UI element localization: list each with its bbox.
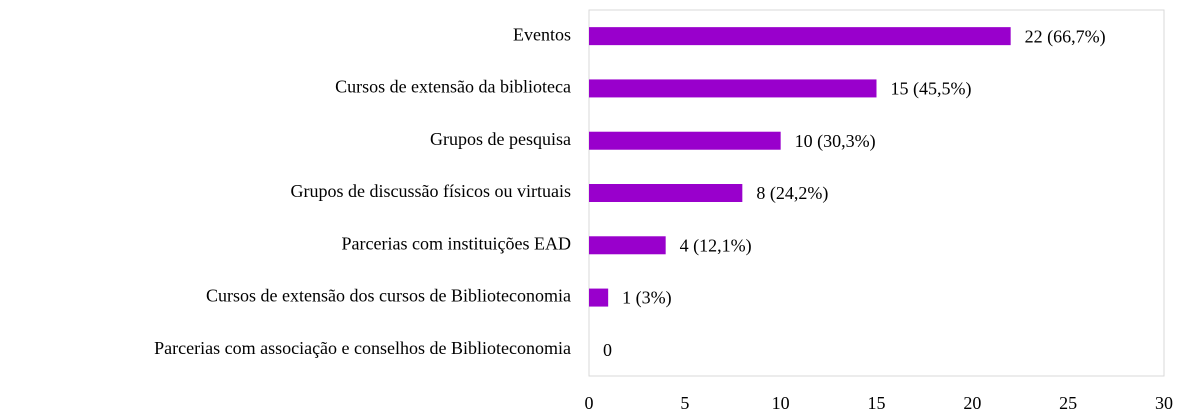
x-tick-label: 0 — [585, 393, 594, 413]
y-tick-label: Parcerias com instituições EAD — [342, 233, 571, 253]
bar — [589, 27, 1011, 46]
value-label: 1 (3%) — [622, 288, 671, 309]
value-label: 8 (24,2%) — [756, 183, 828, 204]
x-tick-label: 25 — [1059, 393, 1077, 413]
value-label: 0 — [603, 340, 612, 360]
x-tick-label: 10 — [772, 393, 790, 413]
y-tick-label: Grupos de discussão físicos ou virtuais — [291, 181, 571, 201]
y-tick-label: Parcerias com associação e conselhos de … — [154, 338, 571, 358]
bar — [589, 131, 781, 150]
value-label: 15 (45,5%) — [891, 79, 972, 100]
bar — [589, 288, 609, 307]
bar — [589, 236, 666, 255]
y-tick-label: Cursos de extensão da biblioteca — [335, 77, 571, 97]
bar — [589, 79, 877, 98]
x-tick-label: 15 — [868, 393, 886, 413]
x-tick-label: 30 — [1155, 393, 1173, 413]
y-tick-label: Cursos de extensão dos cursos de Bibliot… — [206, 286, 571, 306]
value-label: 4 (12,1%) — [680, 235, 752, 256]
x-tick-label: 5 — [680, 393, 689, 413]
value-label: 10 (30,3%) — [795, 131, 876, 152]
y-tick-label: Eventos — [513, 24, 571, 44]
y-tick-label: Grupos de pesquisa — [430, 129, 571, 149]
bar — [589, 184, 743, 202]
value-label: 22 (66,7%) — [1025, 26, 1106, 47]
x-tick-label: 20 — [963, 393, 981, 413]
